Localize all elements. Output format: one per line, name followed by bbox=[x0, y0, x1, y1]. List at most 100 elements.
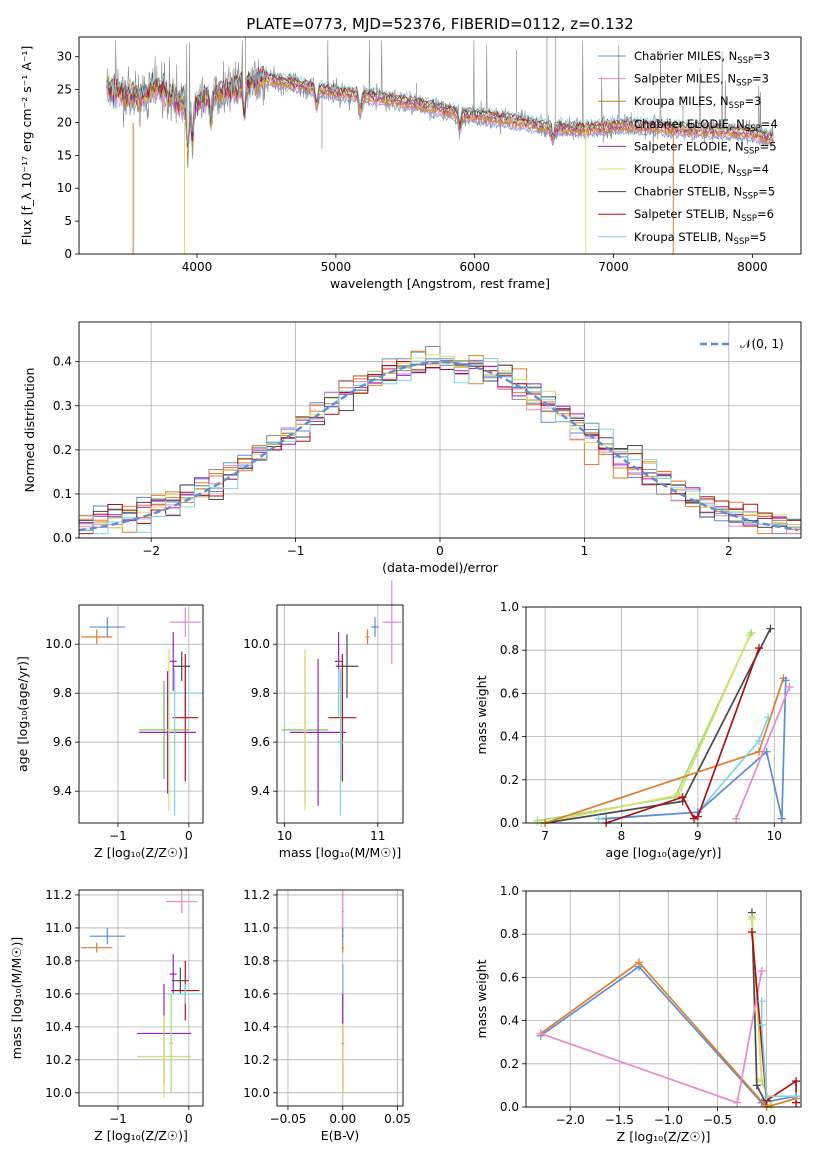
weight-vs-age-marker bbox=[745, 631, 754, 640]
age-vs-mass-point-9 bbox=[303, 649, 307, 811]
legend-label-main: Kroupa MILES, N bbox=[634, 94, 729, 108]
residuals-frame bbox=[78, 321, 802, 539]
spectrum-frame bbox=[78, 36, 802, 255]
residuals-ylabel: Normed distribution bbox=[22, 368, 37, 493]
mass-vs-z-point-9 bbox=[168, 993, 174, 1093]
mass-vs-ebv-ytick-label: 11.2 bbox=[243, 888, 270, 902]
mass-vs-z-ytick-label: 10.4 bbox=[45, 1020, 72, 1034]
mass-vs-ebv-point-2 bbox=[341, 942, 344, 953]
mass-vs-z-point-0 bbox=[89, 927, 126, 945]
mass-vs-ebv-ytick-label: 11.0 bbox=[243, 921, 270, 935]
weight-vs-z-ytick-label: 0.4 bbox=[500, 1014, 519, 1028]
weight-vs-z-marker bbox=[733, 1098, 742, 1107]
legend-label-main: Kroupa ELODIE, N bbox=[634, 162, 736, 176]
legend-label-sub: SSP bbox=[742, 192, 758, 202]
weight-vs-z-series-5 bbox=[540, 970, 763, 1104]
age-vs-z-point-7 bbox=[139, 680, 189, 779]
gaussian-reference-curve bbox=[78, 360, 799, 532]
legend-label-sub: SSP bbox=[741, 214, 757, 224]
mass-vs-z-xlabel: Z [log₁₀(Z/Z☉)] bbox=[94, 1128, 188, 1143]
mass-vs-z-xtick-label: 0 bbox=[185, 1112, 193, 1126]
weight-vs-z-series-6 bbox=[751, 931, 797, 1103]
mass-vs-ebv-ytick-label: 10.8 bbox=[243, 954, 270, 968]
mass-vs-ebv-point-0 bbox=[341, 891, 344, 932]
mass-vs-z-point-6 bbox=[167, 983, 203, 1004]
weight-vs-z-series-3 bbox=[540, 965, 797, 1104]
age-vs-mass-ytick-label: 9.8 bbox=[251, 686, 270, 700]
model-spectrum-3 bbox=[106, 73, 774, 163]
legend-label-main: Salpeter STELIB, N bbox=[634, 207, 741, 221]
mass-vs-ebv-xlabel: E(B-V) bbox=[321, 1128, 360, 1143]
mass-vs-ebv-frame bbox=[276, 889, 404, 1107]
mass-vs-ebv-point-1 bbox=[341, 927, 344, 945]
weight-vs-z-xtick-label: −0.5 bbox=[703, 1113, 732, 1127]
weight-vs-z-xtick-label: −2.0 bbox=[556, 1113, 585, 1127]
spectrum-ytick-label: 15 bbox=[57, 148, 72, 162]
legend-label-tail: =5 bbox=[760, 139, 777, 153]
mass-vs-z-ytick-label: 11.2 bbox=[45, 888, 72, 902]
age-vs-mass-point-2 bbox=[382, 580, 402, 664]
residuals-xtick-label: −2 bbox=[142, 544, 160, 558]
spectrum-xtick-label: 5000 bbox=[321, 260, 352, 274]
legend-label-tail: =4 bbox=[752, 162, 769, 176]
age-vs-mass-xtick-label: 11 bbox=[370, 829, 385, 843]
age-vs-z-xtick-label: −1 bbox=[109, 829, 127, 843]
legend-label-main: Salpeter MILES, N bbox=[634, 72, 736, 86]
age-vs-z-point-4 bbox=[173, 651, 191, 681]
mass-vs-ebv-panel: −0.05 0.00 0.05 10.0 10.2 10.4 10.6 10.8 11.0 11.… bbox=[243, 888, 411, 1143]
mass-vs-z-point-1 bbox=[81, 942, 113, 953]
age-vs-z-point-8 bbox=[139, 671, 196, 794]
residuals-xtick-label: 0 bbox=[436, 544, 444, 558]
spectrum-panel: 4000 5000 6000 7000 8000 0 5 10 15 20 25 30 waveleng… bbox=[19, 36, 802, 291]
residuals-xtick-label: 1 bbox=[581, 544, 589, 558]
weight-vs-age-marker bbox=[785, 682, 794, 691]
residuals-xlabel: (data-model)/error bbox=[382, 560, 499, 575]
legend-label-tail: =3 bbox=[752, 72, 769, 86]
weight-vs-age-ytick-label: 1.0 bbox=[500, 600, 519, 614]
weight-vs-age-xlabel: age [log₁₀(age/yr)] bbox=[606, 845, 722, 860]
weight-vs-age-marker bbox=[781, 676, 790, 685]
weight-vs-z-marker bbox=[792, 1092, 801, 1101]
age-vs-z-ylabel: age [log₁₀(age/yr)] bbox=[15, 656, 30, 772]
legend-label-7: Salpeter STELIB, NSSP=6 bbox=[634, 207, 774, 224]
weight-vs-z-marker bbox=[757, 997, 766, 1006]
weight-vs-z-marker bbox=[634, 958, 643, 967]
weight-vs-z-frame bbox=[525, 890, 802, 1108]
mass-vs-z-ytick-label: 10.2 bbox=[45, 1053, 72, 1067]
spectrum-xtick-label: 6000 bbox=[459, 260, 490, 274]
weight-vs-z-ytick-label: 1.0 bbox=[500, 884, 519, 898]
weight-vs-age-ylabel: mass weight bbox=[474, 675, 489, 754]
mass-vs-z-ytick-label: 10.0 bbox=[45, 1086, 72, 1100]
age-vs-z-point-9 bbox=[165, 649, 173, 811]
mass-vs-z-plot-area bbox=[81, 890, 203, 1098]
age-vs-z-plot-area bbox=[81, 607, 203, 816]
weight-vs-z-plot-area bbox=[536, 908, 801, 1111]
model-spectrum-8 bbox=[106, 66, 774, 144]
weight-vs-z-series-4 bbox=[540, 961, 797, 1108]
weight-vs-age-marker bbox=[766, 624, 775, 633]
legend-label-1: Salpeter MILES, NSSP=3 bbox=[634, 72, 769, 89]
weight-vs-z-marker bbox=[762, 1092, 771, 1101]
residuals-ytick-label: 0.0 bbox=[53, 531, 72, 545]
legend-label-tail: =5 bbox=[758, 185, 775, 199]
weight-vs-z-xtick-label: 0.0 bbox=[757, 1113, 776, 1127]
age-vs-mass-point-6 bbox=[328, 653, 357, 782]
mass-vs-z-frame bbox=[78, 889, 204, 1107]
weight-vs-age-xtick-label: 7 bbox=[541, 829, 549, 843]
legend-label-sub: SSP bbox=[729, 101, 745, 111]
legend-label-main: Chabrier ELODIE, N bbox=[634, 117, 745, 131]
age-vs-z-point-6 bbox=[172, 653, 199, 782]
mass-vs-ebv-xtick-label: −0.05 bbox=[270, 1112, 307, 1126]
age-vs-mass-xtick-label: 10 bbox=[277, 829, 292, 843]
weight-vs-z-ytick-label: 0.0 bbox=[500, 1100, 519, 1114]
age-vs-z-point-1 bbox=[81, 629, 113, 645]
legend-label-6: Chabrier STELIB, NSSP=5 bbox=[634, 185, 775, 202]
weight-vs-age-marker bbox=[678, 793, 687, 802]
weight-vs-age-ytick-label: 0.0 bbox=[500, 816, 519, 830]
age-vs-mass-xlabel: mass [log₁₀(M/M☉)] bbox=[279, 845, 401, 860]
weight-vs-age-ytick-label: 0.6 bbox=[500, 686, 519, 700]
weight-vs-z-marker bbox=[757, 1020, 766, 1029]
spectrum-ytick-label: 5 bbox=[64, 214, 72, 228]
spectrum-ytick-label: 0 bbox=[64, 247, 72, 261]
